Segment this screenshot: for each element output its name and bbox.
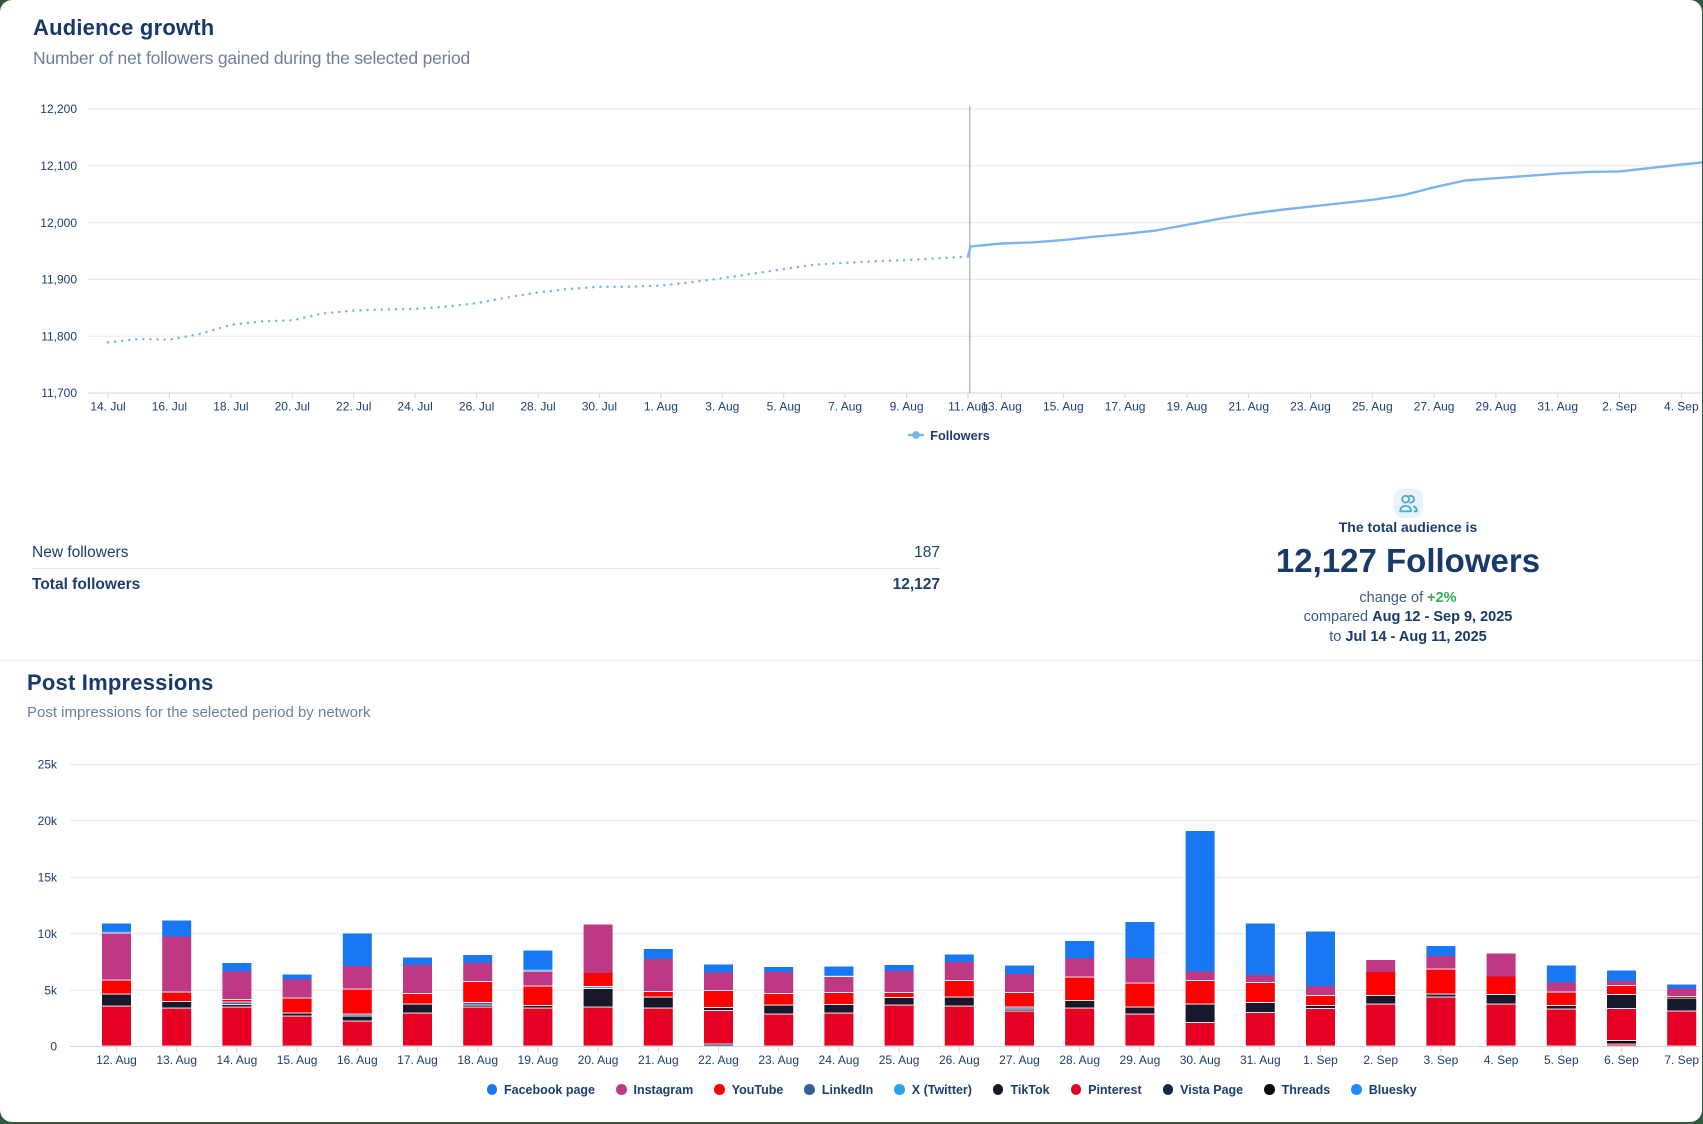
svg-text:16. Aug: 16. Aug [337, 1053, 378, 1067]
svg-text:3. Aug: 3. Aug [705, 400, 739, 414]
svg-text:11,900: 11,900 [41, 273, 77, 287]
svg-text:15. Aug: 15. Aug [1043, 400, 1084, 414]
svg-text:9. Aug: 9. Aug [890, 400, 924, 414]
svg-text:22. Aug: 22. Aug [698, 1053, 739, 1067]
svg-text:13. Aug: 13. Aug [981, 400, 1022, 414]
svg-text:5k: 5k [44, 983, 58, 997]
svg-text:17. Aug: 17. Aug [1105, 400, 1146, 414]
svg-text:4. Sep: 4. Sep [1484, 1053, 1519, 1067]
svg-text:22. Jul: 22. Jul [336, 400, 371, 414]
svg-text:26. Jul: 26. Jul [459, 400, 494, 414]
svg-text:27. Aug: 27. Aug [1414, 400, 1455, 414]
svg-text:20. Aug: 20. Aug [578, 1053, 619, 1067]
svg-text:18. Aug: 18. Aug [457, 1053, 498, 1067]
svg-text:12,100: 12,100 [40, 159, 77, 173]
svg-text:20. Jul: 20. Jul [275, 400, 310, 414]
svg-text:1. Aug: 1. Aug [644, 400, 678, 414]
svg-text:12,200: 12,200 [40, 102, 77, 116]
svg-text:1. Sep: 1. Sep [1303, 1053, 1338, 1067]
svg-text:4. Sep: 4. Sep [1664, 400, 1699, 414]
svg-text:12. Aug: 12. Aug [96, 1053, 137, 1067]
svg-text:20k: 20k [38, 814, 58, 828]
svg-text:11,700: 11,700 [41, 386, 77, 400]
svg-text:27. Aug: 27. Aug [999, 1053, 1040, 1067]
svg-text:18. Jul: 18. Jul [213, 400, 248, 414]
svg-text:28. Aug: 28. Aug [1059, 1053, 1100, 1067]
svg-text:16. Jul: 16. Jul [152, 400, 187, 414]
svg-text:30. Jul: 30. Jul [582, 400, 617, 414]
svg-text:23. Aug: 23. Aug [1290, 400, 1331, 414]
svg-text:24. Aug: 24. Aug [819, 1053, 860, 1067]
svg-text:31. Aug: 31. Aug [1240, 1053, 1281, 1067]
svg-text:19. Aug: 19. Aug [518, 1053, 559, 1067]
svg-text:24. Jul: 24. Jul [397, 400, 432, 414]
svg-text:25k: 25k [38, 758, 58, 772]
svg-text:15. Aug: 15. Aug [277, 1053, 318, 1067]
svg-text:5. Sep: 5. Sep [1544, 1053, 1579, 1067]
svg-text:29. Aug: 29. Aug [1120, 1053, 1161, 1067]
svg-text:2. Sep: 2. Sep [1602, 400, 1637, 414]
svg-text:25. Aug: 25. Aug [879, 1053, 920, 1067]
svg-text:5. Aug: 5. Aug [767, 400, 801, 414]
svg-text:2. Sep: 2. Sep [1363, 1053, 1398, 1067]
svg-text:10k: 10k [38, 927, 58, 941]
svg-text:30. Aug: 30. Aug [1180, 1053, 1221, 1067]
svg-text:13. Aug: 13. Aug [156, 1053, 197, 1067]
svg-text:17. Aug: 17. Aug [397, 1053, 438, 1067]
svg-text:15k: 15k [38, 870, 58, 884]
svg-text:26. Aug: 26. Aug [939, 1053, 980, 1067]
svg-text:25. Aug: 25. Aug [1352, 400, 1393, 414]
svg-text:29. Aug: 29. Aug [1476, 400, 1517, 414]
svg-text:7. Sep: 7. Sep [1664, 1053, 1699, 1067]
svg-text:19. Aug: 19. Aug [1167, 400, 1208, 414]
svg-text:11,800: 11,800 [41, 329, 77, 343]
svg-text:31. Aug: 31. Aug [1537, 400, 1578, 414]
svg-text:23. Aug: 23. Aug [758, 1053, 799, 1067]
svg-text:21. Aug: 21. Aug [1228, 400, 1269, 414]
svg-text:28. Jul: 28. Jul [520, 400, 555, 414]
svg-text:14. Jul: 14. Jul [90, 400, 125, 414]
svg-text:14. Aug: 14. Aug [217, 1053, 258, 1067]
svg-text:6. Sep: 6. Sep [1604, 1053, 1639, 1067]
svg-text:12,000: 12,000 [40, 216, 77, 230]
svg-text:0: 0 [50, 1040, 57, 1054]
svg-text:3. Sep: 3. Sep [1424, 1053, 1459, 1067]
svg-text:21. Aug: 21. Aug [638, 1053, 679, 1067]
svg-text:11. Aug: 11. Aug [948, 400, 988, 414]
svg-text:7. Aug: 7. Aug [828, 400, 862, 414]
